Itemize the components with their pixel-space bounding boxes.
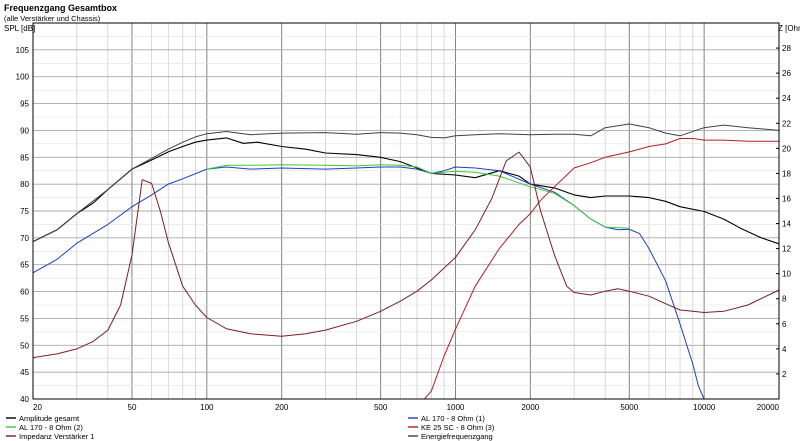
x-tick-label: 5000 [620, 403, 638, 412]
y2-tick-label: 4 [782, 345, 787, 354]
series-line-amplitude-gesamt [32, 137, 780, 245]
y2-tick-label: 26 [782, 69, 791, 78]
y-tick-label: 60 [20, 288, 29, 297]
y2-tick-label: 12 [782, 245, 791, 254]
y2-tick-label: 22 [782, 119, 791, 128]
x-tick-label: 2000 [521, 403, 539, 412]
x-tick-label: 1000 [447, 403, 465, 412]
x-tick-label: 500 [374, 403, 388, 412]
y2-tick-label: 6 [782, 320, 787, 329]
y-axis-ticks: 40 45 50 55 60 65 70 75 80 85 90 95 100 105 [16, 46, 30, 404]
x-axis-ticks: 20 50 100 200 500 1000 2000 5000 10000 20000 [33, 403, 780, 412]
y-tick-label: 45 [20, 368, 29, 377]
series-line-impedanz-verst-rker-1 [32, 151, 780, 359]
y-tick-label: 105 [16, 46, 30, 55]
y2-tick-label: 16 [782, 194, 791, 203]
y-tick-label: 40 [20, 395, 29, 404]
legend-entry: Impedanz Verstärker 1 [19, 432, 94, 441]
plot-frame [32, 22, 780, 400]
y2-tick-label: 10 [782, 270, 791, 279]
grid [33, 23, 779, 399]
y2-tick-label: 2 [782, 370, 787, 379]
x-tick-label: 10000 [693, 403, 716, 412]
legend-entry: Energiefrequenzgang [421, 432, 493, 441]
series-line-al-170-8-ohm-2 [206, 164, 630, 229]
x-tick-label: 200 [275, 403, 289, 412]
series-line-energiefrequenzgang [32, 123, 780, 243]
chart-title: Frequenzgang Gesamtbox [4, 3, 117, 13]
x-tick-label: 50 [128, 403, 137, 412]
y2-tick-label: 18 [782, 169, 791, 178]
y-tick-label: 75 [20, 207, 29, 216]
series-group [32, 123, 780, 400]
series-line-ke-25-sc-8-ohm-3 [424, 138, 779, 400]
y-tick-label: 95 [20, 100, 29, 109]
chart-subtitle: (alle Verstärker und Chassis) [4, 14, 101, 23]
y-axis-label: SPL [dB] [4, 24, 35, 33]
y2-tick-label: 24 [782, 94, 791, 103]
y-tick-label: 55 [20, 314, 29, 323]
y-tick-label: 50 [20, 341, 29, 350]
legend-entry: Amplitude gesamt [19, 414, 80, 423]
legend-entry: AL 170 - 8 Ohm (1) [421, 414, 485, 423]
y-tick-label: 100 [16, 73, 30, 82]
y2-tick-label: 8 [782, 295, 787, 304]
y2-axis-label: Z [Ohm] [778, 24, 800, 33]
y-tick-label: 65 [20, 261, 29, 270]
y2-tick-label: 28 [782, 44, 791, 53]
y-tick-label: 80 [20, 180, 29, 189]
series-line-al-170-8-ohm-1 [32, 166, 705, 400]
y-tick-label: 70 [20, 234, 29, 243]
y-tick-label: 90 [20, 126, 29, 135]
legend-entry: KE 25 SC - 8 Ohm (3) [421, 423, 495, 432]
y2-tick-label: 14 [782, 220, 791, 229]
x-tick-label: 20 [33, 403, 42, 412]
legend-entry: AL 170 - 8 Ohm (2) [19, 423, 83, 432]
x-tick-label: 100 [200, 403, 214, 412]
y-tick-label: 85 [20, 153, 29, 162]
y2-tick-label: 20 [782, 144, 791, 153]
x-tick-label: 20000 [757, 403, 780, 412]
